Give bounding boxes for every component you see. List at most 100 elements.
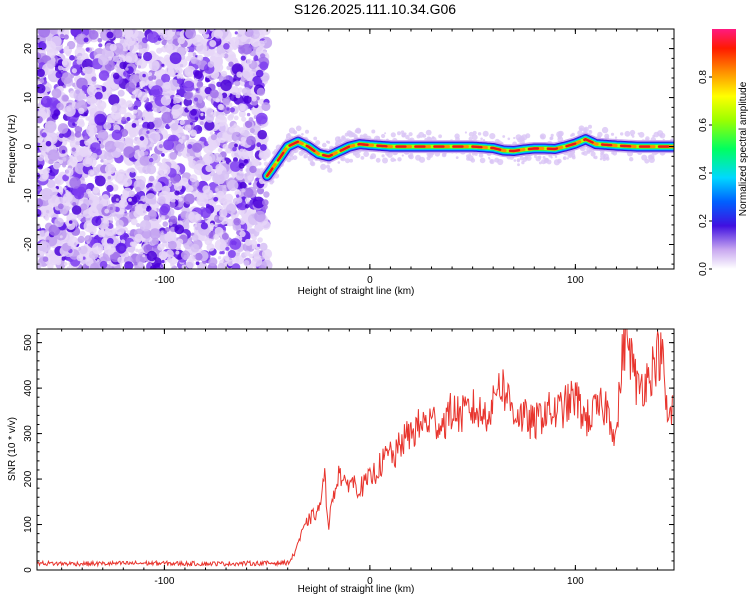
noise-blob [65,167,74,177]
noise-blob [161,111,173,124]
noise-blob [144,151,149,156]
noise-blob [161,259,165,264]
noise-blob [112,29,123,39]
noise-blob [40,187,53,200]
noise-blob [187,51,194,58]
ridge-speckle [343,136,346,140]
ridge-speckle [614,136,618,139]
noise-blob [111,129,123,141]
noise-blob [209,89,219,99]
ridge-speckle [610,132,615,136]
noise-blob [181,135,186,140]
noise-blob [54,217,64,228]
noise-blob [126,230,131,234]
ridge-speckle [647,154,653,160]
noise-blob [246,135,256,146]
noise-blob [219,209,228,218]
colorbar-tick-label: 0.6 [698,118,709,132]
noise-blob [104,140,117,153]
noise-blob [133,209,142,218]
noise-blob [104,208,110,214]
noise-blob [48,224,61,236]
noise-blob [194,70,203,80]
spectrogram-x-axis-label: Height of straight line (km) [298,286,415,297]
noise-blob [79,230,86,238]
ridge-speckle [588,130,593,134]
noise-blob [248,80,255,86]
ridge-speckle [455,156,459,160]
noise-blob [163,230,167,234]
noise-blob [228,127,235,133]
noise-blob [69,55,75,61]
ridge-speckle [320,163,327,170]
noise-blob [171,162,178,170]
noise-blob [239,140,246,147]
noise-blob [125,67,129,71]
ridge-speckle [408,154,414,160]
noise-blob [216,131,228,143]
noise-blob [213,196,219,202]
noise-blob [221,250,225,255]
noise-blob [178,197,183,202]
noise-blob [241,43,253,55]
noise-blob [205,164,213,173]
noise-blob [249,128,255,134]
noise-blob [72,122,76,126]
noise-blob [217,121,229,133]
noise-blob [37,68,45,78]
ridge-speckle [327,167,333,173]
noise-blob [242,68,254,80]
noise-blob [115,198,119,202]
noise-blob [220,79,232,92]
noise-blob [78,107,85,115]
noise-blob [235,170,245,181]
ridge-speckle [408,132,413,137]
noise-blob [148,131,161,144]
noise-blob [97,229,106,238]
noise-blob [257,129,268,140]
noise-blob [123,146,136,159]
ridge-speckle [554,155,558,158]
noise-blob [61,256,66,261]
noise-blob [129,171,136,178]
noise-blob [108,94,120,106]
noise-blob [231,263,241,269]
noise-blob [195,252,203,261]
noise-blob [169,202,176,208]
ridge-speckle [313,136,318,141]
noise-blob [144,102,153,111]
ridge-speckle [370,153,377,160]
noise-blob [249,228,255,234]
noise-blob [109,206,113,211]
noise-blob [61,94,69,102]
ridge-speckle [464,131,467,134]
noise-blob [142,254,146,258]
noise-blob [165,249,174,258]
ridge-speckle [477,132,482,136]
ridge-speckle [405,134,410,140]
noise-blob [217,103,224,110]
noise-blob [99,260,108,269]
noise-blob [137,52,142,57]
noise-blob [103,243,116,255]
noise-blob [39,241,51,253]
noise-blob [55,71,63,79]
noise-blob [124,201,128,205]
spectrogram-y-tick-label: 20 [23,43,34,55]
noise-blob [112,55,120,62]
snr-panel: -100 0 100 0 100 200 300 400 500 Height of strai… [7,328,675,595]
noise-blob [139,136,145,141]
noise-blob [145,205,152,212]
noise-blob [53,162,61,170]
noise-blob [185,29,197,39]
noise-blob [224,193,234,203]
noise-blob [158,250,168,260]
snr-y-tick-label: 500 [23,334,34,351]
noise-blob [160,264,164,268]
colorbar-tick-label: 0.0 [698,262,709,276]
noise-blob [153,119,159,125]
noise-blob [106,31,114,39]
noise-blob [39,78,45,84]
noise-blob [238,110,246,118]
